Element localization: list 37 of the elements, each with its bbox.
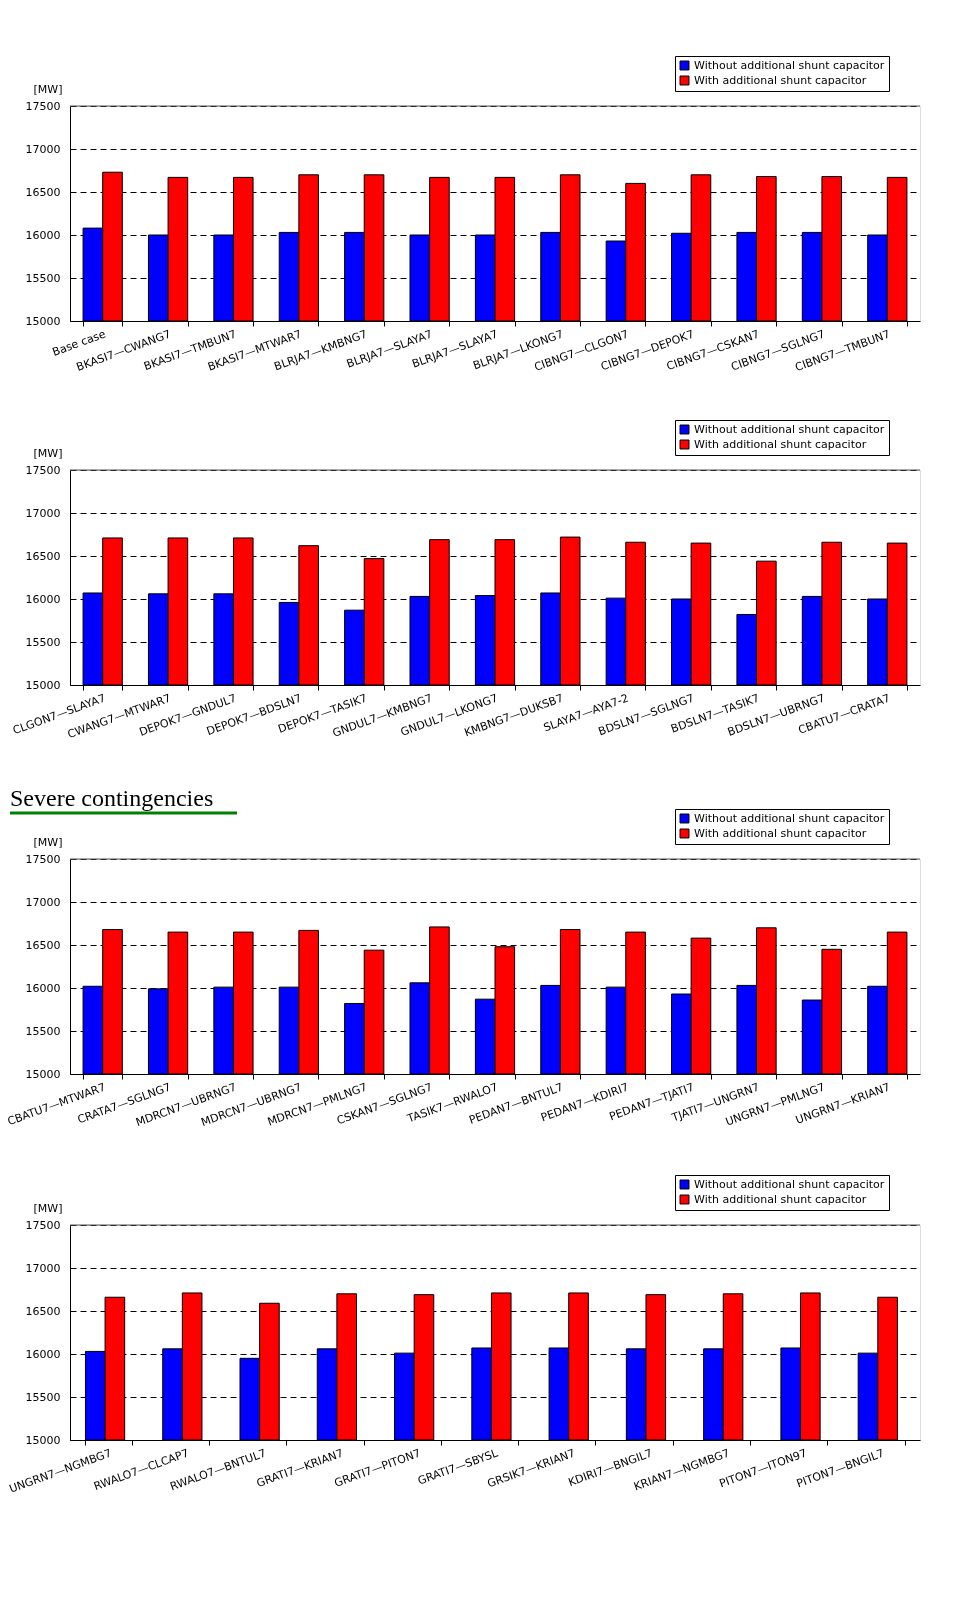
y-axis-title: [MW]: [33, 446, 63, 460]
y-tick-label: 16000: [25, 228, 61, 242]
legend-label: With additional shunt capacitor: [694, 437, 867, 451]
legend-label: Without additional shunt capacitor: [694, 1177, 885, 1191]
y-tick-label: 15000: [25, 678, 61, 692]
legend-label: With additional shunt capacitor: [694, 826, 867, 840]
text: Severe contingencies: [10, 785, 214, 811]
y-tick-label: 16000: [25, 981, 61, 995]
legend-label: Without additional shunt capacitor: [694, 58, 885, 72]
y-axis-title: [MW]: [33, 82, 63, 96]
legend-label: With additional shunt capacitor: [694, 1192, 867, 1206]
y-tick-label: 17000: [25, 895, 61, 909]
y-tick-label: 16000: [25, 592, 61, 606]
y-tick-label: 15000: [25, 1433, 61, 1447]
y-tick-label: 16500: [25, 185, 61, 199]
y-tick-label: 15500: [25, 1024, 61, 1038]
legend-label: With additional shunt capacitor: [694, 73, 867, 87]
y-tick-label: 15000: [25, 314, 61, 328]
y-tick-label: 17500: [25, 1218, 61, 1232]
legend-label: Without additional shunt capacitor: [694, 811, 885, 825]
y-tick-label: 17000: [25, 506, 61, 520]
legend-label: Without additional shunt capacitor: [694, 422, 885, 436]
y-tick-label: 15000: [25, 1067, 61, 1081]
y-tick-label: 16500: [25, 549, 61, 563]
y-tick-label: 17500: [25, 99, 61, 113]
y-tick-label: 17500: [25, 463, 61, 477]
y-tick-label: 15500: [25, 271, 61, 285]
y-tick-label: 15500: [25, 1390, 61, 1404]
y-tick-label: 16500: [25, 938, 61, 952]
y-tick-label: 17000: [25, 1261, 61, 1275]
y-tick-label: 16500: [25, 1304, 61, 1318]
y-tick-label: 17000: [25, 142, 61, 156]
y-axis-title: [MW]: [33, 1201, 63, 1215]
y-tick-label: 17500: [25, 852, 61, 866]
y-tick-label: 16000: [25, 1347, 61, 1361]
y-axis-title: [MW]: [33, 835, 63, 849]
y-tick-label: 15500: [25, 635, 61, 649]
